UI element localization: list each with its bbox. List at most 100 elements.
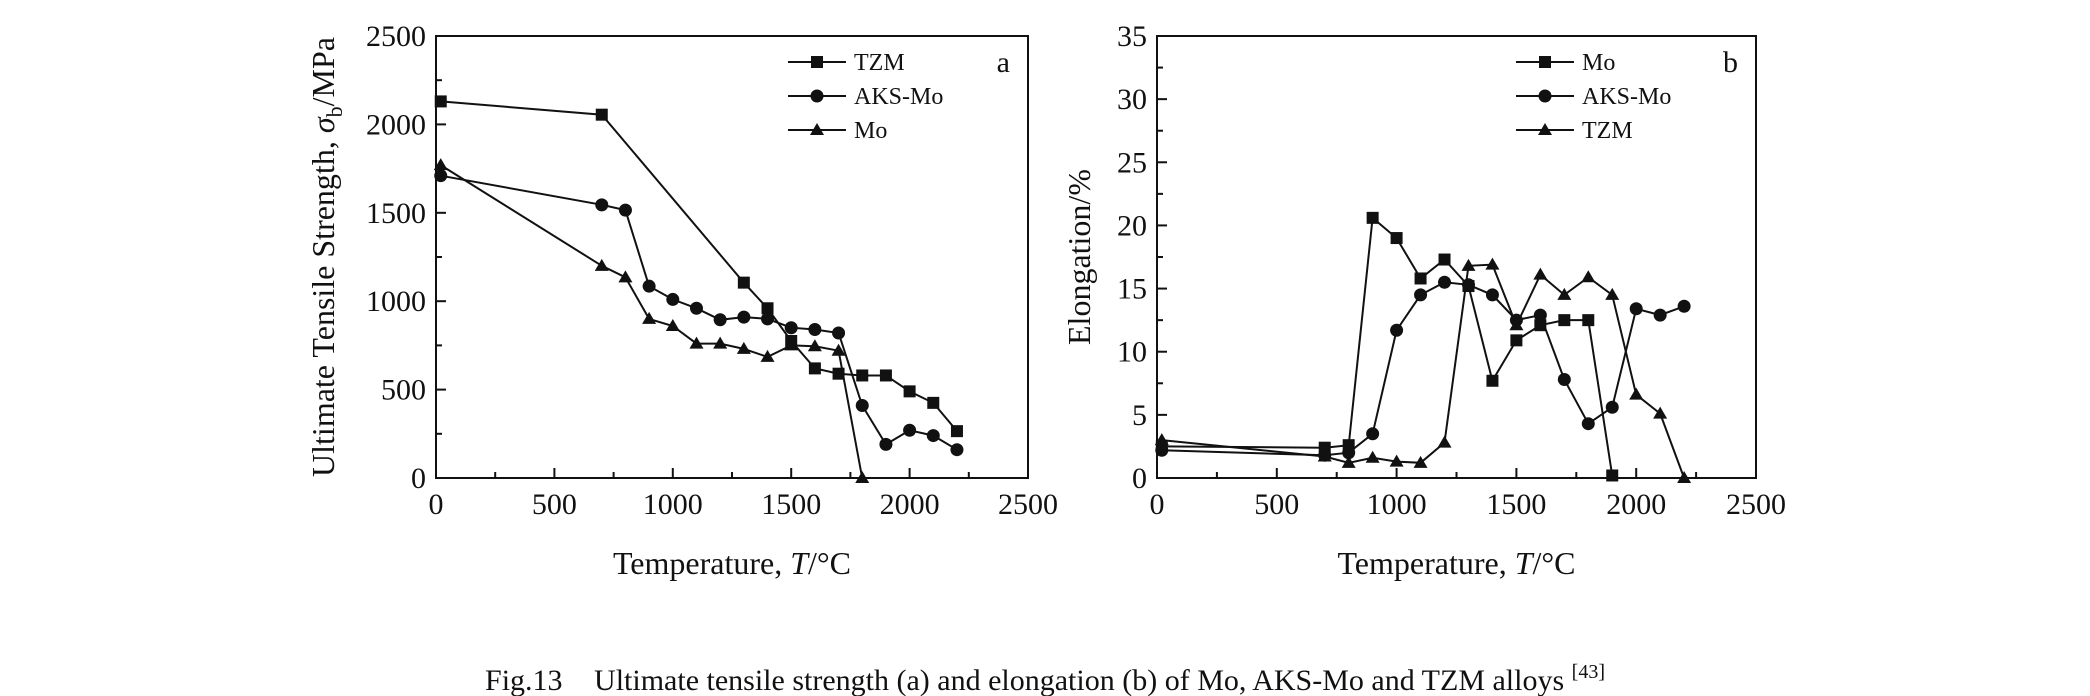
data-point (1154, 433, 1169, 446)
series-aks-mo (1155, 275, 1691, 462)
x-tick-label: 2000 (880, 488, 940, 521)
data-point (856, 369, 869, 382)
y-tick-label: 1000 (366, 285, 426, 318)
x-tick-label: 2500 (1726, 488, 1786, 521)
data-point (1606, 469, 1619, 482)
x-axis-label: Temperature, T/°C (1337, 545, 1575, 581)
data-point (689, 301, 703, 315)
data-point (1389, 454, 1404, 467)
y-tick-label: 2000 (366, 108, 426, 141)
x-tick-label: 0 (1150, 488, 1165, 521)
data-point (950, 425, 963, 438)
data-point (903, 385, 916, 398)
legend-item: Mo (788, 118, 887, 144)
data-point (1461, 278, 1475, 292)
y-tick-label: 25 (1117, 146, 1147, 179)
panel-a-ultimate-tensile-strength-chart: 0 500 1000 1500 2000 2500 0 500 1000 1500 2000 2500… (305, 20, 1058, 581)
caption-reference: [43] (1572, 661, 1605, 683)
x-tick-label: 2500 (998, 488, 1058, 521)
data-point (879, 369, 892, 382)
legend-label: TZM (1582, 118, 1633, 144)
data-point (1413, 455, 1428, 468)
panel-letter: a (997, 46, 1010, 79)
data-point (760, 349, 775, 362)
data-point (666, 292, 680, 306)
data-point (1390, 323, 1404, 337)
data-point (1317, 449, 1332, 462)
data-point (1629, 302, 1643, 316)
y-tick-label: 5 (1132, 399, 1147, 432)
legend: TZM AKS-Mo Mo (788, 50, 943, 144)
x-axis-label-part: T (1515, 545, 1535, 581)
data-point (784, 338, 799, 351)
data-point (1438, 253, 1451, 266)
data-point (855, 471, 870, 483)
x-axis-label: Temperature, T/°C (613, 545, 851, 581)
y-tick-label: 1500 (366, 197, 426, 230)
x-tick-label: 0 (429, 488, 444, 521)
data-point (1605, 287, 1620, 300)
x-tick-label: 500 (532, 488, 577, 521)
legend-item: TZM (1516, 118, 1633, 144)
caption-prefix: Fig.13 (485, 664, 563, 696)
data-point (1581, 270, 1596, 283)
x-axis-label-part: Temperature, (1337, 545, 1514, 581)
data-point (737, 310, 751, 324)
data-point (1342, 446, 1356, 460)
legend-marker (811, 56, 823, 68)
y-axis-label-part: Elongation/% (1061, 169, 1097, 345)
y-tick-label: 20 (1117, 209, 1147, 242)
data-point (1533, 308, 1547, 322)
data-point (434, 95, 447, 108)
caption-text: Ultimate tensile strength (a) and elonga… (594, 664, 1564, 696)
data-point (1365, 450, 1380, 463)
x-tick-label: 500 (1254, 488, 1299, 521)
data-point (1510, 334, 1523, 347)
data-point (594, 258, 609, 271)
data-point (807, 339, 822, 352)
data-point (1653, 308, 1667, 322)
data-point (1437, 435, 1452, 448)
data-point (1533, 267, 1548, 280)
series-tzm (1154, 257, 1692, 483)
legend-label: AKS-Mo (1582, 84, 1671, 110)
legend-label: Mo (854, 118, 887, 144)
data-point (433, 158, 448, 171)
data-point (1677, 299, 1691, 313)
x-tick-label: 1000 (1367, 488, 1427, 521)
data-point (595, 198, 609, 212)
series-mo (1155, 211, 1619, 482)
data-point (1557, 287, 1572, 300)
x-tick-label: 1500 (761, 488, 821, 521)
legend-label: Mo (1582, 50, 1615, 76)
data-point (642, 311, 657, 324)
x-tick-label: 1000 (643, 488, 703, 521)
data-point (927, 396, 940, 409)
data-point (1461, 258, 1476, 271)
panel-letter: b (1723, 46, 1738, 79)
data-point (665, 318, 680, 331)
data-point (1414, 272, 1427, 285)
data-point (595, 108, 608, 121)
panel-b-elongation-chart: 0 500 1000 1500 2000 2500 0 5 10 15 20 25 30 35 Temper… (1061, 20, 1786, 581)
y-axis-label-part: /MPa (305, 37, 341, 106)
data-point (855, 399, 869, 413)
legend: Mo AKS-Mo TZM (1516, 50, 1671, 144)
data-point (1486, 374, 1499, 387)
x-tick-label: 1500 (1486, 488, 1546, 521)
legend-item: Mo (1516, 50, 1615, 76)
data-point (1414, 288, 1428, 302)
data-point (1677, 471, 1692, 483)
data-point (808, 362, 821, 375)
y-tick-label: 500 (381, 374, 426, 407)
y-tick-label: 10 (1117, 336, 1147, 369)
x-axis-label-part: T (790, 545, 810, 581)
data-point (434, 169, 448, 183)
data-point (713, 336, 728, 349)
data-point (737, 276, 750, 289)
data-point (808, 322, 822, 336)
data-point (1605, 400, 1619, 414)
data-point (926, 429, 940, 443)
legend-label: TZM (854, 50, 905, 76)
